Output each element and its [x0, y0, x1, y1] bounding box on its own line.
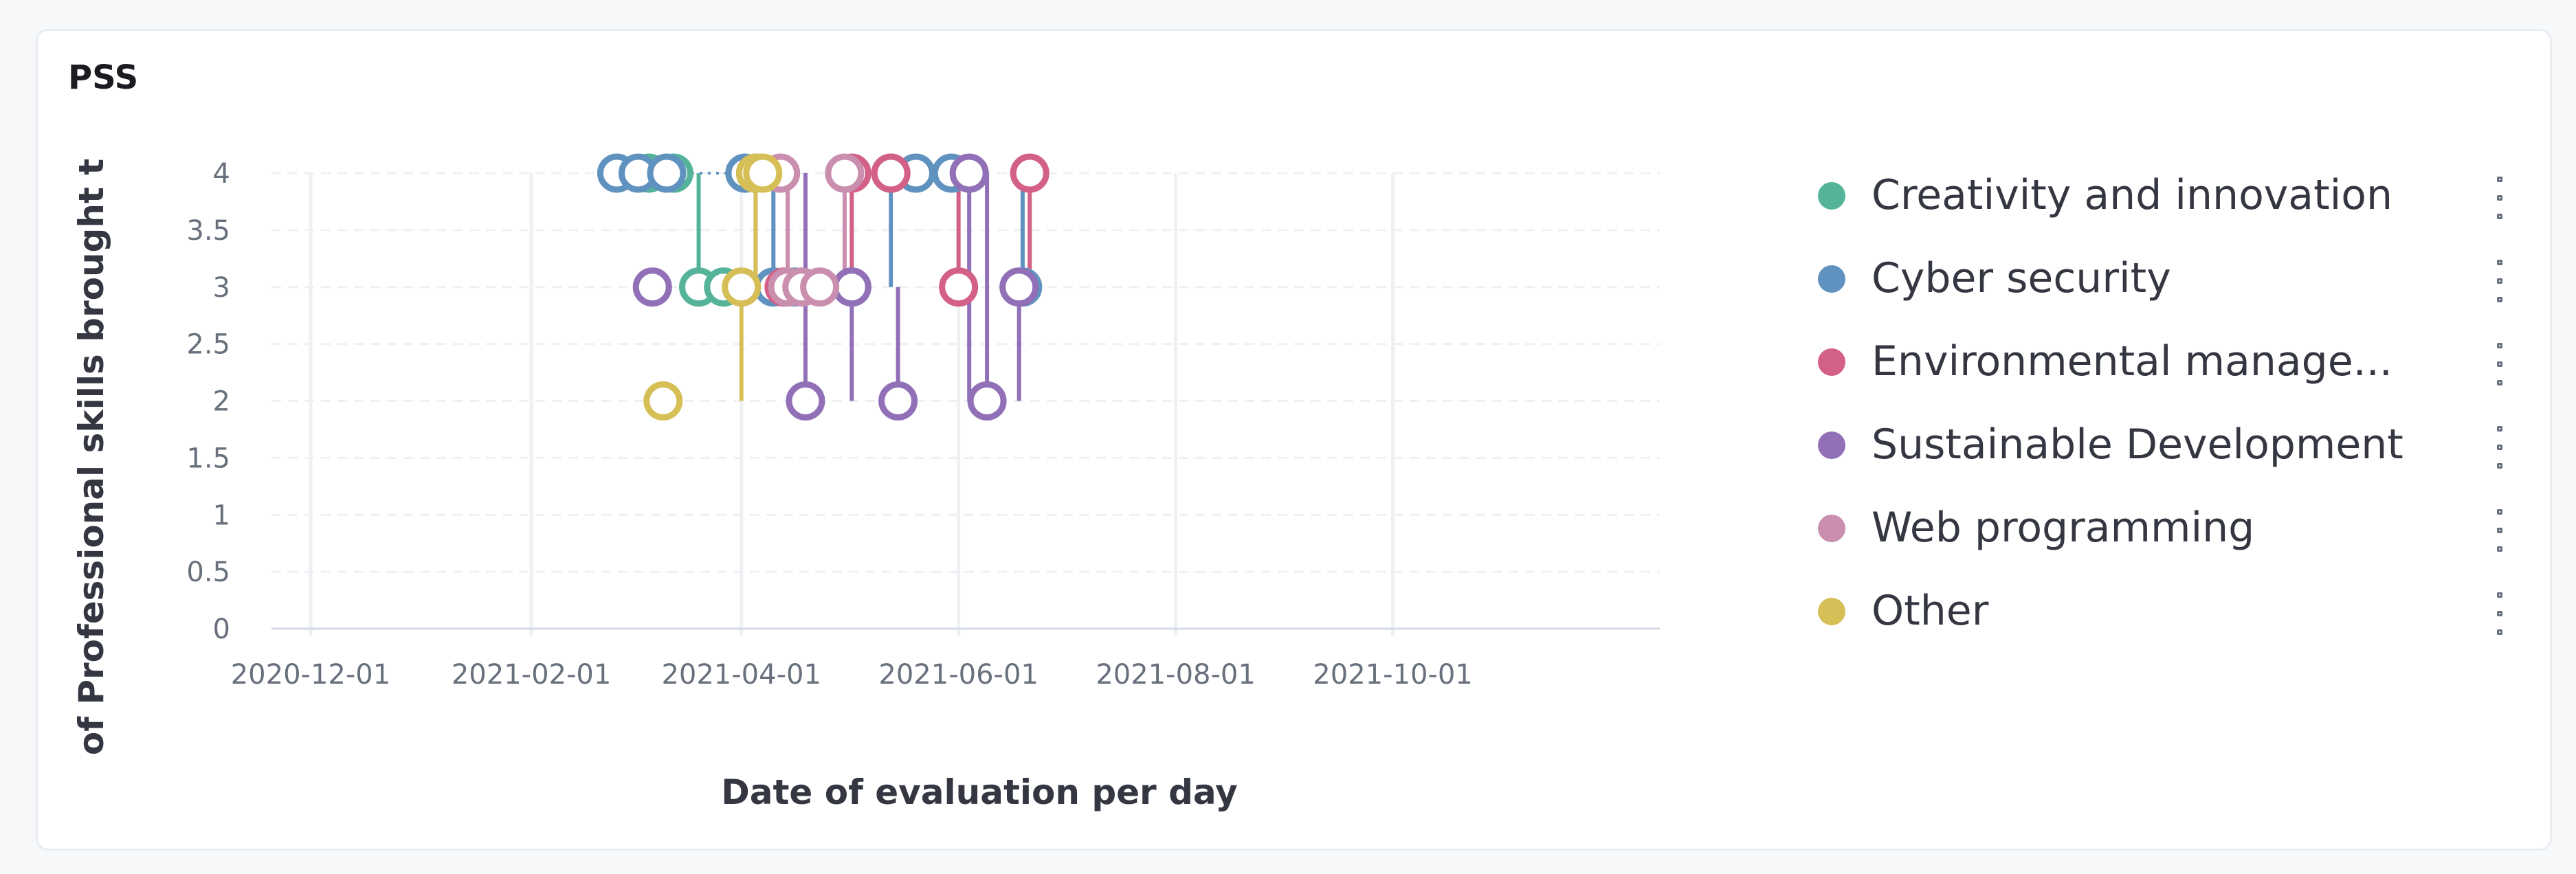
grid-lines	[271, 172, 1660, 636]
legend-actions-icon[interactable]	[2497, 177, 2507, 219]
y-tick-label: 1	[213, 500, 230, 531]
data-point	[632, 267, 672, 307]
y-tick-label: 1.5	[186, 442, 230, 474]
legend-color-dot	[1818, 265, 1845, 293]
legend-color-dot	[1818, 432, 1845, 459]
data-point	[722, 267, 762, 307]
data-points	[597, 153, 1050, 421]
legend-item-other[interactable]: Other	[1790, 577, 2512, 660]
x-tick-label: 2021-08-01	[1096, 659, 1255, 691]
data-point	[825, 153, 865, 193]
legend-label: Sustainable Development	[1872, 421, 2403, 469]
x-tick-label: 2020-12-01	[231, 659, 390, 691]
legend-item-environmental-management[interactable]: Environmental manage...	[1790, 328, 2512, 411]
x-axis-title: Date of evaluation per day	[721, 772, 1237, 812]
data-point	[786, 381, 825, 421]
y-axis-title: of Professional skills brought t	[71, 159, 111, 755]
data-point	[743, 153, 783, 193]
legend-color-dot	[1818, 182, 1845, 210]
y-tick-label: 4	[213, 158, 230, 190]
y-tick-label: 0.5	[186, 557, 230, 588]
legend-actions-icon[interactable]	[2497, 509, 2507, 552]
legend-color-dot	[1818, 515, 1845, 542]
y-tick-label: 0	[213, 614, 230, 645]
y-tick-label: 3.5	[186, 215, 230, 247]
legend-actions-icon[interactable]	[2497, 260, 2507, 302]
data-point	[643, 381, 683, 421]
legend-color-dot	[1818, 598, 1845, 625]
data-point	[999, 267, 1039, 307]
chart-legend: Creativity and innovation Cyber security…	[1790, 161, 2512, 660]
panel-title: PSS	[68, 58, 139, 97]
data-point	[949, 153, 989, 193]
legend-label: Web programming	[1872, 504, 2255, 552]
data-point	[939, 267, 979, 307]
x-tick-label: 2021-04-01	[661, 659, 821, 691]
legend-label: Creativity and innovation	[1872, 171, 2392, 219]
x-tick-label: 2021-02-01	[452, 659, 611, 691]
legend-item-cyber-security[interactable]: Cyber security	[1790, 245, 2512, 328]
scatter-chart: 0 0.5 1 1.5 2 2.5 3 3.5 4 2020-12-01 2021-02-01 202…	[71, 153, 1660, 812]
data-point	[1010, 153, 1050, 193]
axes: 0 0.5 1 1.5 2 2.5 3 3.5 4 2020-12-01 2021-02-01 202…	[186, 158, 1660, 691]
y-tick-label: 3	[213, 272, 230, 304]
legend-label: Cyber security	[1872, 254, 2171, 302]
legend-actions-icon[interactable]	[2497, 426, 2507, 469]
legend-actions-icon[interactable]	[2497, 343, 2507, 385]
legend-color-dot	[1818, 348, 1845, 376]
legend-item-creativity-and-innovation[interactable]: Creativity and innovation	[1790, 161, 2512, 245]
data-point	[832, 267, 871, 307]
data-point	[878, 381, 918, 421]
data-point	[800, 267, 840, 307]
y-tick-label: 2.5	[186, 329, 230, 361]
legend-label: Other	[1872, 587, 1989, 635]
data-point	[647, 153, 687, 193]
x-tick-label: 2021-06-01	[878, 659, 1038, 691]
y-tick-label: 2	[213, 386, 230, 418]
visualization-panel: PSS 0 0.5 1 1.5 2 2.5 3 3.5 4 2020-12-01 2021-02-0…	[36, 29, 2552, 851]
legend-actions-icon[interactable]	[2497, 592, 2507, 635]
x-tick-label: 2021-10-01	[1313, 659, 1472, 691]
legend-label: Environmental manage...	[1872, 337, 2392, 385]
data-point	[967, 381, 1007, 421]
legend-item-web-programming[interactable]: Web programming	[1790, 494, 2512, 577]
legend-item-sustainable-development[interactable]: Sustainable Development	[1790, 411, 2512, 494]
data-point	[871, 153, 911, 193]
